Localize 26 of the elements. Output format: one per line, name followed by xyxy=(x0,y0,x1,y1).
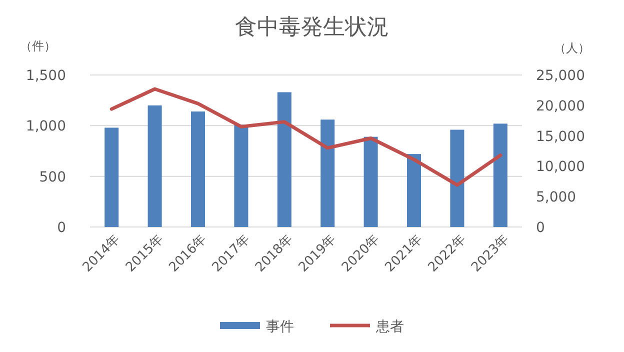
y2-tick-label: 5,000 xyxy=(536,190,576,206)
y-tick-label: 0 xyxy=(57,220,66,236)
bar xyxy=(191,111,205,227)
bar xyxy=(234,124,248,227)
bar xyxy=(364,136,378,227)
y2-tick-label: 15,000 xyxy=(536,128,585,145)
y2-tick-label: 20,000 xyxy=(536,98,585,114)
y-tick-label: 1,000 xyxy=(26,118,66,135)
y-tick-label: 1,500 xyxy=(26,68,66,84)
bar xyxy=(407,154,421,227)
bar xyxy=(104,128,119,227)
bar xyxy=(277,92,292,227)
y-tick-label: 500 xyxy=(39,169,66,186)
chart-title: 食中毒発生状況 xyxy=(235,15,389,40)
line-series xyxy=(110,87,502,187)
bar xyxy=(493,124,508,227)
y-axis-title: （件） xyxy=(20,39,56,53)
y2-tick-label: 10,000 xyxy=(536,159,585,176)
bar xyxy=(320,120,335,227)
legend-label: 事件 xyxy=(266,319,294,335)
y2-tick-label: 0 xyxy=(536,220,545,236)
bar xyxy=(148,105,162,227)
legend-label: 患者 xyxy=(375,319,404,335)
y2-tick-label: 25,000 xyxy=(536,68,585,84)
bar xyxy=(450,130,464,227)
y2-axis-title: （人） xyxy=(554,41,590,55)
